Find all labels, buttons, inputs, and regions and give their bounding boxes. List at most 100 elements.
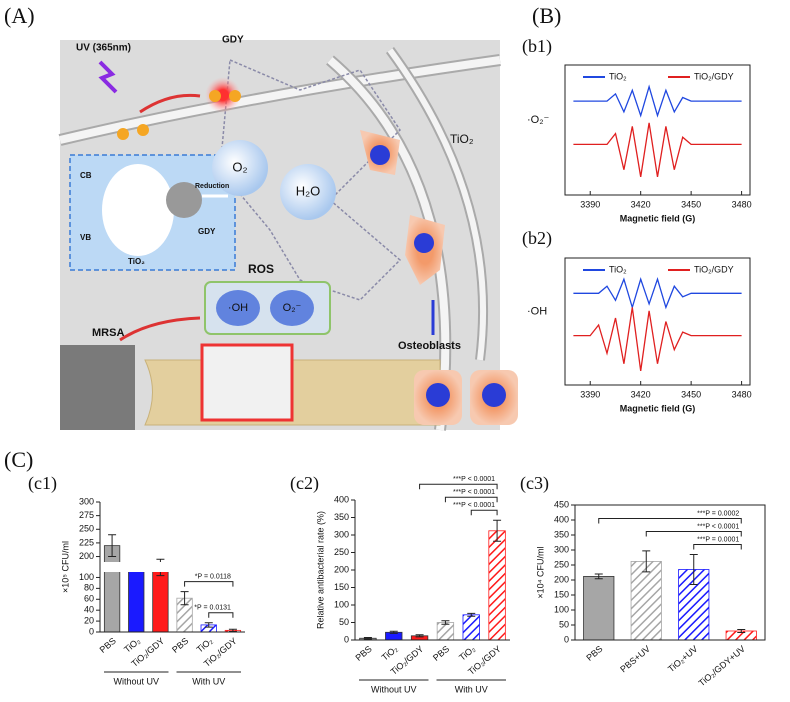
significance-label: ***P < 0.0001 [453, 489, 495, 496]
y-tick-label: 100 [554, 604, 569, 614]
side-label: ·O₂⁻ [527, 114, 549, 126]
y-tick-label: 100 [79, 572, 94, 582]
x-axis-label: Magnetic field (G) [620, 213, 696, 223]
fiber [59, 56, 501, 144]
chart-label: (b2) [522, 228, 552, 249]
label: GDY [222, 35, 244, 46]
x-tick-label: 3480 [732, 199, 752, 209]
y-tick-label: 250 [554, 559, 569, 569]
significance-label: ***P < 0.0001 [453, 476, 495, 483]
fiber [387, 48, 487, 361]
error-bar [204, 622, 213, 628]
significance-label: *P = 0.0131 [194, 605, 231, 612]
significance-label: ***P = 0.0002 [697, 510, 739, 517]
gdy-particle [166, 182, 202, 218]
bar [583, 576, 615, 641]
y-tick-label: 20 [84, 615, 94, 625]
x-tick-label: TiO₂ [380, 643, 400, 662]
label: Osteoblasts [398, 340, 461, 352]
y-tick-label: 400 [554, 514, 569, 524]
axis-line [354, 500, 510, 641]
uv-bolt [98, 60, 118, 94]
y-tick-label: 0 [344, 634, 349, 644]
x-tick-label: PBS+UV [618, 644, 652, 675]
y-tick-label: 300 [334, 529, 349, 539]
error-bar [737, 629, 746, 633]
error-bar [689, 554, 698, 585]
significance-label: *P = 0.0118 [195, 573, 231, 580]
error-bar [493, 519, 502, 542]
y-tick-label: 150 [554, 589, 569, 599]
y-tick-label: 80 [84, 583, 94, 593]
label: TiO₂ [128, 257, 145, 266]
spectrum-line [573, 307, 742, 371]
x-tick-label: 3390 [580, 389, 600, 399]
y-tick-label: 0 [564, 634, 569, 644]
y-tick-label: 400 [334, 494, 349, 504]
bar [436, 622, 455, 641]
error-bar [441, 620, 450, 625]
error-bar [389, 630, 398, 634]
y-axis-label: ×10⁴ CFU/ml [535, 546, 545, 598]
nucleus [370, 145, 390, 165]
group-label: Without UV [113, 676, 159, 686]
y-tick-label: 250 [79, 524, 94, 534]
legend-label: TiO₂/GDY [694, 71, 734, 81]
label: O₂ [232, 159, 247, 174]
error-bar [108, 534, 117, 558]
nucleus [426, 383, 450, 407]
y-axis-label: ×10⁵ CFU/ml [60, 541, 70, 593]
significance-bracket [444, 496, 498, 503]
gdy-network [219, 58, 402, 301]
label: ROS [248, 262, 274, 276]
chart-label: (c2) [290, 473, 319, 494]
nucleus [414, 233, 434, 253]
significance-label: ***P < 0.0001 [453, 502, 495, 509]
significance-label: ***P < 0.0001 [697, 523, 739, 530]
y-tick-label: 300 [79, 496, 94, 506]
significance-bracket [645, 531, 742, 537]
tio2-particle [102, 164, 174, 256]
chart-label: (b1) [522, 36, 552, 57]
y-tick-label: 200 [554, 574, 569, 584]
fiber [327, 56, 450, 431]
x-tick-label: PBS [98, 636, 118, 655]
side-label: ·OH [527, 305, 547, 317]
y-axis-label: Relative antibacterial rate (%) [315, 511, 325, 629]
group-label: With UV [455, 684, 488, 694]
x-tick-label: 3420 [631, 389, 651, 399]
significance-bracket [693, 544, 742, 550]
label: MRSA [92, 327, 124, 339]
sem-image [60, 345, 135, 430]
error-bar [467, 612, 476, 617]
electron [117, 128, 129, 140]
x-tick-label: 3390 [580, 199, 600, 209]
significance-label: ***P = 0.0001 [697, 536, 739, 543]
bar [103, 545, 121, 633]
bar [630, 561, 662, 641]
y-tick-label: 0 [89, 626, 94, 636]
label: CB [80, 171, 92, 180]
y-tick-label: 250 [334, 547, 349, 557]
y-tick-label: 350 [334, 512, 349, 522]
y-tick-label: 40 [84, 605, 94, 615]
y-tick-label: 100 [334, 599, 349, 609]
arrow [139, 93, 201, 114]
panel-label: (A) [4, 3, 35, 28]
chart-label: (c3) [520, 473, 549, 494]
label: TiO₂ [450, 132, 474, 146]
label: O₂⁻ [283, 302, 302, 314]
x-tick-label: TiO₂/GDY+UV [697, 644, 747, 689]
x-tick-label: 3480 [732, 389, 752, 399]
y-tick-label: 50 [559, 619, 569, 629]
panel-label: (C) [4, 447, 33, 472]
axis-line [574, 504, 766, 641]
chart-label: (c1) [28, 473, 57, 494]
y-tick-label: 200 [79, 551, 94, 561]
axis-line [99, 502, 245, 633]
x-tick-label: TiO₂+UV [666, 644, 700, 674]
arrow [119, 316, 201, 342]
electron [209, 90, 221, 102]
implant [200, 343, 294, 422]
